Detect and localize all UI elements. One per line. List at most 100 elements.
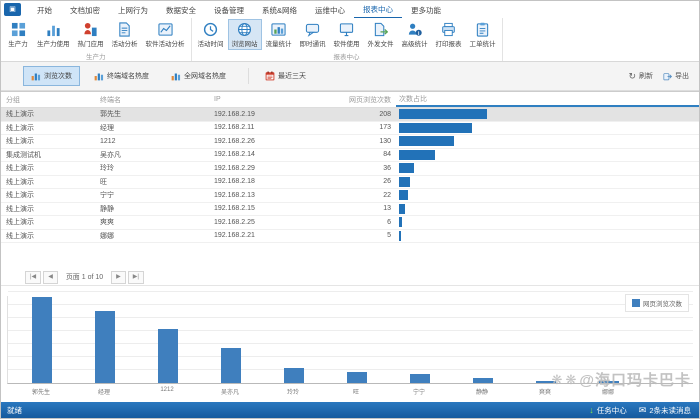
cell-ip: 192.168.2.18: [214, 178, 255, 186]
ribbon-button[interactable]: 活动分析: [108, 19, 142, 50]
ribbon-button[interactable]: 流量统计: [262, 19, 296, 50]
task-center-label: 任务中心: [596, 405, 627, 415]
table-row[interactable]: 线上演示 玲玲 192.168.2.29 36: [1, 162, 699, 176]
ribbon: 生产力 生产力使用 热门应用 活动分析 软件活动分析 生产力 活动时间 浏览: [1, 18, 699, 62]
cell-ip: 192.168.2.11: [214, 124, 255, 132]
view-button[interactable]: 浏览次数: [23, 66, 80, 86]
chart-bar[interactable]: [347, 372, 367, 383]
refresh-button[interactable]: ↻ 刷新: [628, 71, 653, 82]
gridline: [8, 291, 693, 292]
ratio-bar: [399, 136, 454, 147]
ribbon-button[interactable]: 活动时间: [194, 19, 228, 50]
column-header[interactable]: 终端名: [100, 96, 121, 104]
page-indicator: 页面 1 of 10: [65, 274, 104, 281]
ribbon-button[interactable]: 浏览网站: [227, 19, 262, 50]
cell-ratio-bar: [396, 189, 699, 202]
paw-icon: ❋: [565, 371, 578, 387]
column-header[interactable]: IP: [214, 96, 221, 103]
ribbon-group: 生产力 生产力使用 热门应用 活动分析 软件活动分析 生产力: [1, 18, 192, 61]
ribbon-button[interactable]: 软件活动分析: [142, 19, 189, 50]
next-page-button[interactable]: ▶: [111, 270, 126, 284]
cell-ip: 192.168.2.26: [214, 137, 255, 145]
cell-count: 22: [383, 191, 391, 199]
first-page-button[interactable]: |◀: [25, 270, 42, 284]
chart-bar[interactable]: [32, 297, 52, 383]
menu-tab[interactable]: 运维中心: [315, 5, 346, 15]
date-range-button[interactable]: 最近三天: [257, 66, 314, 86]
toolbar-divider: [248, 68, 249, 84]
menu-tab[interactable]: 文档加密: [70, 5, 100, 15]
table-row[interactable]: 线上演示 郭先生 192.168.2.19 208: [1, 108, 699, 122]
export-button[interactable]: 导出: [663, 71, 689, 81]
table-row[interactable]: 集成测试机 吴亦凡 192.168.2.14 84: [1, 149, 699, 162]
chart-bar[interactable]: [95, 311, 115, 383]
ribbon-button[interactable]: 工单统计: [466, 19, 500, 50]
ratio-bar: [399, 230, 402, 241]
cell-group: 线上演示: [6, 219, 34, 227]
table-row[interactable]: 线上演示 爽爽 192.168.2.25 6: [1, 216, 699, 230]
cell-group: 线上演示: [6, 205, 34, 213]
table-row[interactable]: 线上演示 娜娜 192.168.2.21 5: [1, 230, 699, 243]
calendar-icon: [265, 71, 275, 81]
refresh-label: 刷新: [639, 73, 653, 80]
cell-ip: 192.168.2.13: [214, 191, 255, 199]
chart-bar[interactable]: [410, 373, 430, 383]
menu-tab[interactable]: 数据安全: [166, 5, 196, 15]
view-button[interactable]: 全网域名热度: [163, 66, 234, 86]
app-logo-button[interactable]: ▣: [4, 3, 21, 16]
chart-bar[interactable]: [284, 368, 304, 383]
ribbon-button-label: 热门应用: [77, 41, 104, 48]
chart-bar[interactable]: [158, 329, 178, 383]
monitor-icon: [339, 23, 354, 37]
table-row[interactable]: 线上演示 静静 192.168.2.15 13: [1, 203, 699, 216]
column-header[interactable]: 分组: [6, 96, 20, 104]
column-header[interactable]: 次数占比: [396, 92, 699, 107]
chart-bar[interactable]: [473, 377, 493, 383]
ribbon-button[interactable]: 生产力: [3, 19, 33, 50]
task-center-button[interactable]: ↓ 任务中心: [589, 405, 627, 416]
view-buttons: 浏览次数 终端域名热度 全网域名热度: [23, 66, 240, 86]
ribbon-button[interactable]: 外发文件: [364, 19, 398, 50]
table-row[interactable]: 线上演示 1212 192.168.2.26 130: [1, 135, 699, 149]
cell-terminal-name: 爽爽: [100, 219, 114, 227]
browse-count-chart: 郭先生 经理 1212 吴亦凡 玲玲 旺 宁宁 静静 爽爽 娜娜 网页浏览次数 ❋ ❋ @海口玛卡…: [1, 285, 699, 402]
cell-terminal-name: 1212: [100, 137, 116, 145]
ribbon-button-label: 活动时间: [197, 41, 224, 48]
report-toolbar: 浏览次数 终端域名热度 全网域名热度 最近三天 ↻ 刷新 导出: [1, 62, 699, 91]
ribbon-button-label: 流量统计: [265, 41, 292, 48]
ribbon-button[interactable]: 即时通讯: [296, 19, 330, 50]
last-page-button[interactable]: ▶|: [127, 270, 144, 284]
chart-bar[interactable]: [536, 380, 556, 383]
cell-ratio-bar: [396, 108, 699, 121]
ribbon-group: 活动时间 浏览网站 流量统计 即时通讯 软件使用 外发文件 i 高级统计: [192, 18, 503, 61]
chart-bar[interactable]: [599, 380, 619, 383]
gridline: [8, 356, 693, 357]
menu-tab[interactable]: 系统&网络: [262, 5, 298, 15]
ribbon-button[interactable]: i 高级统计: [398, 19, 432, 50]
chart-bar[interactable]: [221, 348, 241, 383]
column-header[interactable]: 网页浏览次数: [349, 96, 391, 104]
ratio-bar: [399, 176, 410, 187]
menu-tab[interactable]: 报表中心: [354, 1, 403, 19]
menu-tab[interactable]: 设备管理: [214, 5, 244, 15]
ribbon-button[interactable]: 软件使用: [330, 19, 364, 50]
file-export-icon: [374, 22, 388, 37]
menu-tab[interactable]: 更多功能: [411, 5, 442, 15]
ribbon-button-label: 活动分析: [111, 41, 138, 48]
table-row[interactable]: 线上演示 宁宁 192.168.2.13 22: [1, 189, 699, 203]
cell-ratio-bar: [396, 216, 699, 229]
view-button[interactable]: 终端域名热度: [86, 66, 157, 86]
chart-x-label: 郭先生: [31, 390, 51, 396]
cell-terminal-name: 玲玲: [100, 165, 114, 173]
chart-x-label: 玲玲: [286, 390, 300, 396]
table-row[interactable]: 线上演示 旺 192.168.2.18 26: [1, 176, 699, 189]
menu-tab[interactable]: 开始: [37, 5, 52, 15]
ribbon-button[interactable]: 热门应用: [74, 19, 108, 50]
table-row[interactable]: 线上演示 经理 192.168.2.11 173: [1, 122, 699, 135]
prev-page-button[interactable]: ◀: [43, 270, 58, 284]
ribbon-button[interactable]: 打印报表: [432, 19, 466, 50]
unread-messages-button[interactable]: ✉ 2条未读消息: [639, 405, 691, 416]
ribbon-button[interactable]: 生产力使用: [33, 19, 74, 50]
cell-ip: 192.168.2.25: [214, 218, 255, 226]
menu-tab[interactable]: 上网行为: [118, 5, 148, 15]
